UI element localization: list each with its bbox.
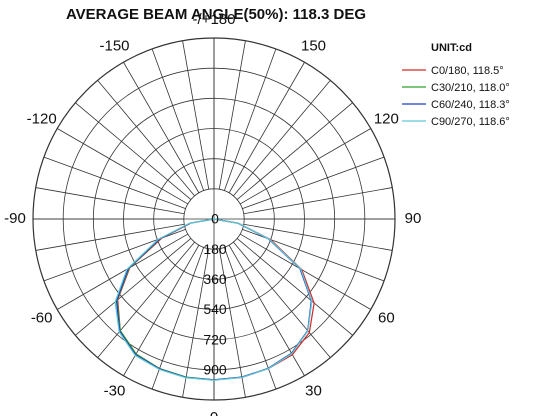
angle-label: -30 — [104, 382, 126, 399]
ring-label: 540 — [203, 301, 227, 317]
ring-labels: 0 180 360 540 720 900 — [203, 211, 227, 378]
grid-spoke — [223, 48, 277, 191]
angle-label: 0 — [210, 409, 218, 416]
series-line-3 — [114, 218, 313, 381]
legend-entry: C0/180, 118.5° — [431, 65, 504, 77]
legend-entry: C90/270, 118.6° — [431, 116, 510, 128]
grid-spoke — [242, 228, 385, 282]
angle-label: -120 — [27, 110, 57, 127]
angle-label: 150 — [301, 38, 326, 55]
grid-spoke — [75, 102, 192, 200]
grid-spoke — [35, 187, 185, 215]
grid-spoke — [228, 62, 305, 194]
grid-spoke — [151, 247, 205, 390]
grid-spoke — [243, 187, 393, 215]
grid-spoke — [35, 223, 185, 251]
ring-label: 180 — [203, 241, 227, 257]
grid-spoke — [151, 48, 205, 191]
grid-spoke — [236, 238, 353, 336]
grid-spoke — [218, 40, 246, 190]
grid-spoke — [243, 223, 393, 251]
grid-spoke — [123, 62, 200, 194]
legend-entry: C30/210, 118.0° — [431, 82, 510, 94]
grid-spoke — [236, 102, 353, 200]
ring-label: 360 — [203, 271, 227, 287]
angle-label: 120 — [374, 110, 399, 127]
grid-spoke — [97, 241, 195, 358]
grid-spoke — [223, 247, 277, 390]
grid-spoke — [43, 156, 186, 210]
chart-title: AVERAGE BEAM ANGLE(50%): 118.3 DEG — [66, 6, 366, 23]
angle-label: -90 — [4, 210, 26, 227]
ring-label: 0 — [211, 211, 219, 227]
legend: UNIT:cd C0/180, 118.5° C30/210, 118.0° C60… — [402, 42, 510, 128]
grid-spoke — [242, 156, 385, 210]
angle-label: -150 — [99, 38, 129, 55]
legend-unit-label: UNIT:cd — [431, 42, 472, 54]
angle-label: 90 — [405, 210, 422, 227]
legend-entry: C60/240, 118.3° — [431, 99, 510, 111]
series-layer — [114, 218, 315, 381]
ring-label: 720 — [203, 331, 227, 347]
grid-spoke — [182, 248, 210, 398]
grid-spoke — [57, 128, 189, 205]
grid-spoke — [182, 40, 210, 190]
angle-label: 30 — [305, 382, 322, 399]
angle-label: -60 — [31, 309, 53, 326]
grid-spoke — [239, 233, 371, 310]
grid-spoke — [57, 233, 189, 310]
ring-label: 900 — [203, 362, 227, 378]
grid-spoke — [233, 241, 331, 358]
grid-spoke — [75, 238, 192, 336]
angle-label: 60 — [378, 309, 395, 326]
grid-spoke — [233, 80, 331, 197]
angle-labels: -/+180 150 120 90 60 30 0 -30 -60 -90 -120 -150 — [4, 11, 421, 416]
angle-label: -/+180 — [193, 11, 236, 28]
grid-spoke — [239, 128, 371, 205]
grid-spoke — [97, 80, 195, 197]
grid-spoke — [218, 248, 246, 398]
